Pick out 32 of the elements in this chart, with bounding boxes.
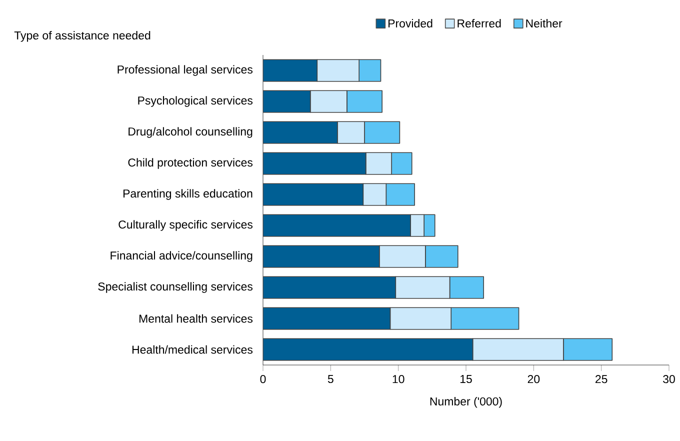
y-tick-label: Drug/alcohol counselling bbox=[128, 127, 252, 138]
x-tick-label: 10 bbox=[392, 375, 404, 384]
x-axis-title: Number ('000) bbox=[430, 397, 502, 408]
y-tick-label: Culturally specific services bbox=[118, 220, 253, 231]
bar bbox=[263, 338, 474, 361]
bar bbox=[263, 276, 396, 299]
y-tick-label: Health/medical services bbox=[132, 345, 253, 354]
y-tick-label: Financial advice/counselling bbox=[110, 251, 252, 262]
x-tick-label: 15 bbox=[460, 375, 472, 384]
bar bbox=[263, 121, 338, 144]
y-tick-label: Parenting skills education bbox=[123, 189, 252, 200]
bar bbox=[263, 245, 380, 268]
x-tick-label: 5 bbox=[328, 375, 334, 384]
bar bbox=[263, 152, 366, 175]
bar bbox=[263, 90, 311, 113]
bar bbox=[263, 307, 391, 330]
x-tick-label: 25 bbox=[596, 375, 608, 384]
x-tick-label: 20 bbox=[528, 375, 540, 384]
bar bbox=[263, 183, 364, 206]
y-tick-label: Professional legal services bbox=[118, 65, 253, 76]
x-tick-label: 30 bbox=[663, 375, 675, 384]
legend-label: Provided bbox=[388, 19, 432, 28]
legend-label: Referred bbox=[458, 19, 501, 28]
y-tick-label: Child protection services bbox=[128, 158, 253, 169]
x-tick-label: 0 bbox=[260, 375, 266, 384]
y-tick-label: Mental health services bbox=[139, 314, 253, 323]
legend-label: Neither bbox=[526, 19, 562, 28]
bar bbox=[263, 59, 318, 82]
bar bbox=[263, 214, 411, 237]
y-tick-label: Psychological services bbox=[138, 96, 253, 107]
y-axis-title: Type of assistance needed bbox=[14, 31, 150, 42]
y-tick-label: Specialist counselling services bbox=[98, 282, 253, 293]
